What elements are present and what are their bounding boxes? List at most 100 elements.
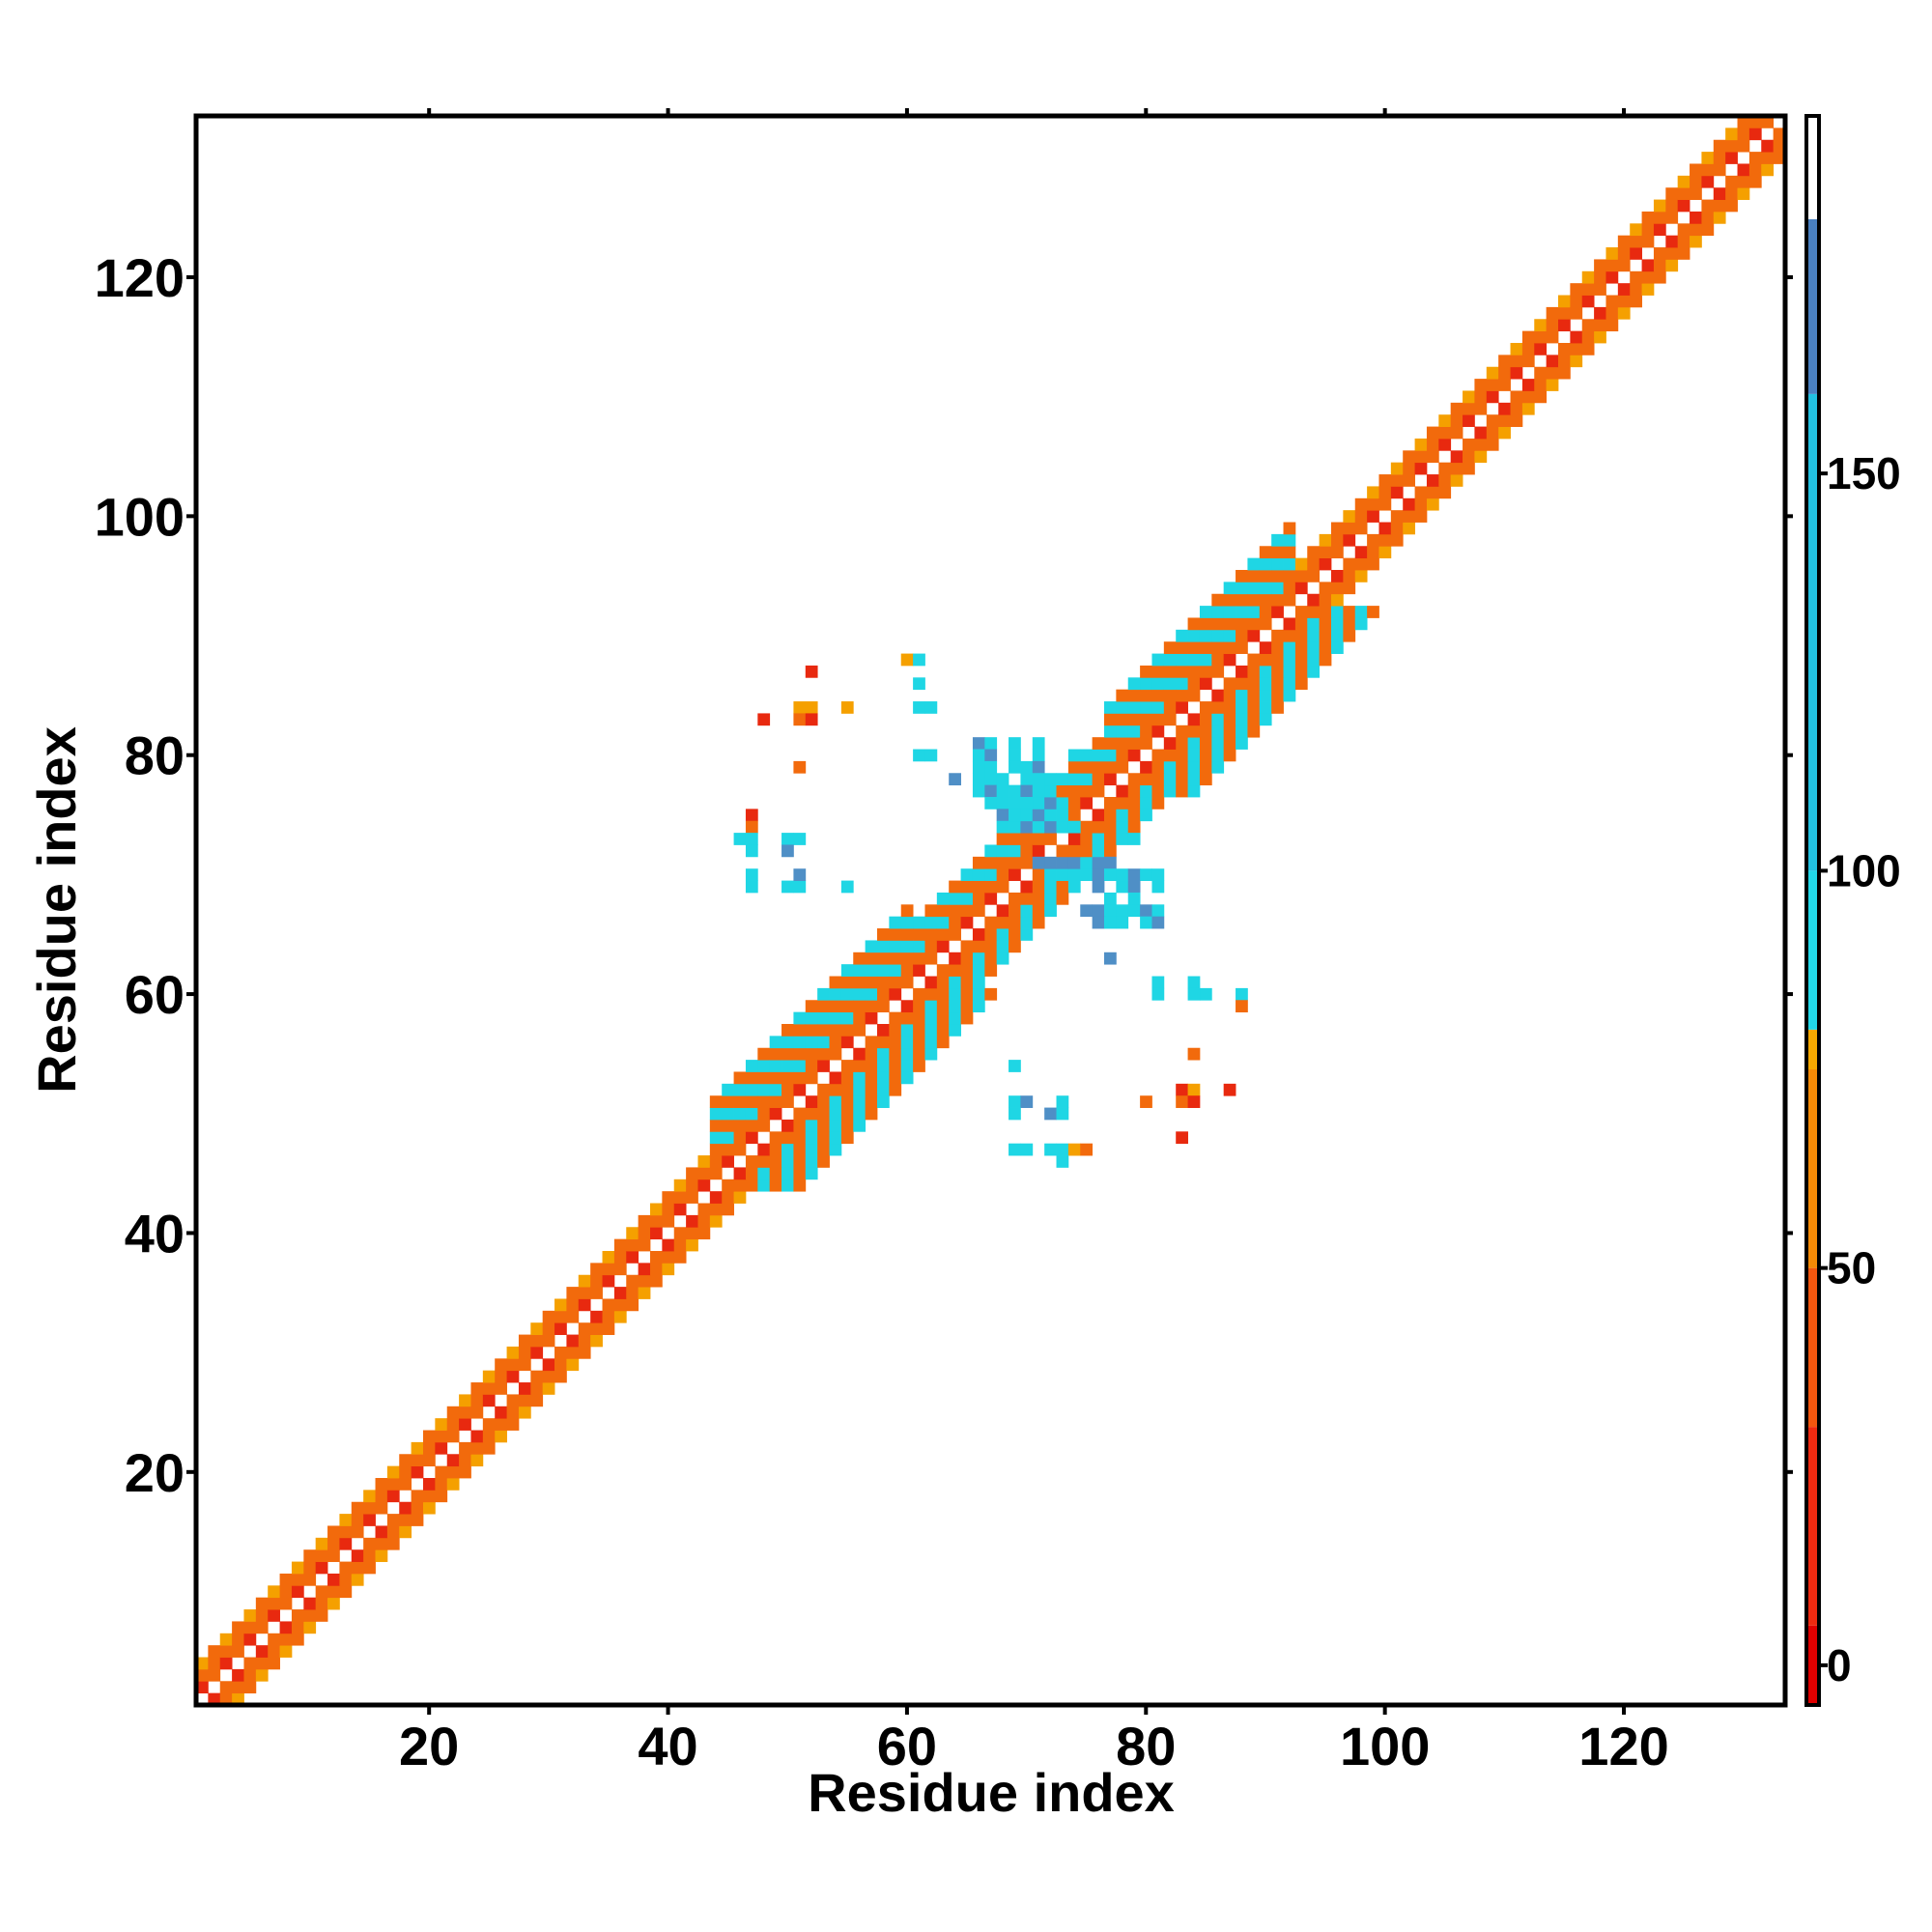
heatmap-cell — [518, 1382, 531, 1395]
heatmap-cell — [1546, 330, 1559, 344]
heatmap-cell — [673, 1191, 687, 1204]
heatmap-cell — [1044, 773, 1057, 786]
heatmap-cell — [1319, 546, 1332, 559]
heatmap-cell — [1725, 175, 1738, 188]
heatmap-cell — [1581, 295, 1595, 308]
heatmap-cell — [829, 1011, 842, 1025]
heatmap-cell — [1163, 749, 1177, 762]
heatmap-cell — [638, 1238, 651, 1252]
heatmap-cell — [1223, 629, 1236, 642]
heatmap-cell — [255, 1609, 269, 1622]
heatmap-cell — [1032, 856, 1045, 869]
heatmap-cell — [1187, 1083, 1201, 1096]
heatmap-cell — [1009, 809, 1021, 822]
heatmap-cell — [769, 1036, 782, 1049]
heatmap-cell — [1211, 749, 1225, 762]
heatmap-cell — [423, 1478, 436, 1491]
heatmap-cell — [1319, 629, 1332, 642]
heatmap-cell — [1104, 809, 1117, 822]
heatmap-cell — [1020, 797, 1034, 810]
heatmap-cell — [745, 1155, 758, 1168]
heatmap-cell — [1748, 116, 1762, 128]
heatmap-cell — [1390, 474, 1404, 487]
heatmap-cell — [722, 1107, 734, 1121]
heatmap-cell — [1665, 211, 1679, 224]
heatmap-cell — [1211, 701, 1225, 714]
heatmap-cell — [255, 1597, 269, 1610]
heatmap-cell — [1187, 773, 1201, 786]
heatmap-cell — [1187, 641, 1201, 654]
heatmap-cell — [1343, 582, 1356, 595]
heatmap-cell — [435, 1478, 448, 1491]
heatmap-cell — [375, 1525, 388, 1539]
heatmap-cell — [530, 1346, 544, 1359]
heatmap-cell — [399, 1514, 412, 1526]
heatmap-cell — [900, 1024, 914, 1037]
heatmap-cell — [960, 1000, 974, 1013]
heatmap-cell — [972, 1000, 985, 1013]
heatmap-cell — [411, 1454, 424, 1467]
heatmap-cell — [1450, 426, 1463, 440]
heatmap-cell — [1498, 426, 1511, 440]
heatmap-cell — [662, 1238, 675, 1252]
heatmap-cell — [1294, 653, 1308, 667]
heatmap-cell — [1009, 928, 1021, 941]
heatmap-cell — [745, 844, 758, 858]
heatmap-cell — [613, 1238, 627, 1252]
heatmap-cell — [1701, 163, 1715, 177]
heatmap-cell — [1151, 653, 1165, 667]
heatmap-cell — [1009, 797, 1021, 810]
heatmap-cell — [1223, 701, 1236, 714]
heatmap-cell — [386, 1490, 400, 1503]
colorbar-band — [1806, 1029, 1819, 1070]
heatmap-cell — [1390, 510, 1404, 523]
heatmap-cell — [1486, 390, 1499, 404]
heatmap-cell — [1558, 306, 1571, 320]
heatmap-cell — [303, 1561, 317, 1575]
heatmap-cell — [924, 1024, 938, 1037]
heatmap-cell — [495, 1370, 507, 1383]
heatmap-cell — [399, 1501, 412, 1515]
colorbar-band — [1806, 870, 1819, 1030]
heatmap-cell — [733, 1083, 747, 1096]
heatmap-cell — [1283, 593, 1296, 607]
heatmap-cell — [1223, 749, 1236, 762]
heatmap-cell — [1211, 724, 1225, 738]
heatmap-cell — [1104, 868, 1117, 881]
heatmap-cell — [554, 1298, 567, 1312]
heatmap-cell — [1546, 306, 1559, 320]
x-tick-label: 100 — [1340, 1716, 1430, 1776]
y-axis: 20 40 60 80 100 120 — [95, 247, 1793, 1503]
heatmap-cell — [1056, 844, 1069, 858]
heatmap-cell — [972, 892, 985, 905]
heatmap-cell — [268, 1645, 280, 1658]
heatmap-cell — [459, 1454, 471, 1467]
heatmap-cell — [602, 1263, 615, 1276]
heatmap-cell — [1104, 916, 1117, 929]
heatmap-cell — [793, 1071, 807, 1085]
heatmap-cell — [1067, 844, 1081, 858]
heatmap-cell — [291, 1621, 304, 1634]
heatmap-cell — [423, 1490, 436, 1503]
heatmap-cell — [1737, 116, 1750, 128]
heatmap-cell — [1104, 701, 1117, 714]
heatmap-cell — [1199, 737, 1212, 750]
heatmap-cell — [1498, 355, 1511, 368]
heatmap-cell — [829, 1036, 842, 1049]
heatmap-cell — [793, 1107, 807, 1121]
heatmap-cell — [1009, 1143, 1021, 1156]
heatmap-cell — [1211, 606, 1225, 618]
heatmap-cell — [1187, 689, 1201, 702]
heatmap-cell — [889, 1011, 902, 1025]
heatmap-cell — [1259, 689, 1272, 702]
heatmap-cell — [1151, 713, 1165, 726]
heatmap-cell — [1236, 724, 1248, 738]
heatmap-cell — [1701, 152, 1715, 164]
heatmap-cell — [232, 1645, 244, 1658]
heatmap-cell — [1594, 283, 1606, 296]
heatmap-cell — [1605, 319, 1619, 332]
heatmap-cell — [506, 1418, 520, 1431]
heatmap-cell — [1044, 880, 1057, 894]
heatmap-cell — [829, 976, 842, 989]
heatmap-cell — [1187, 653, 1201, 667]
